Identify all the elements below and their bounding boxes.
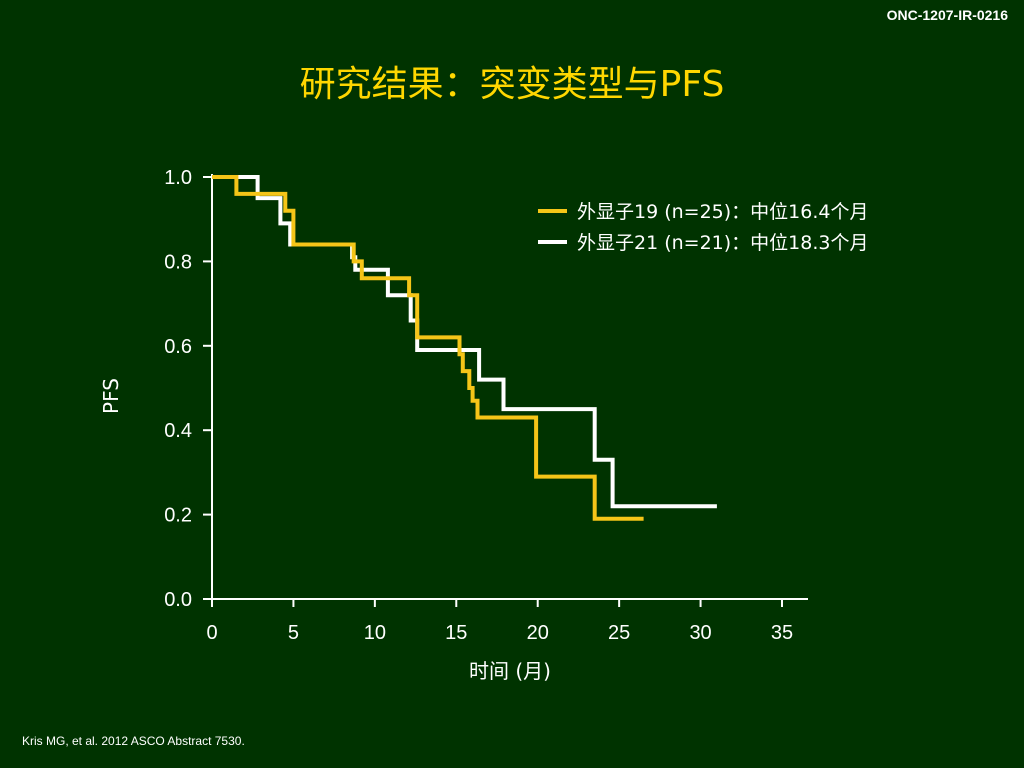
series-exon21-line <box>212 175 717 509</box>
citation: Kris MG, et al. 2012 ASCO Abstract 7530. <box>22 734 245 748</box>
x-tick-label: 30 <box>689 622 711 644</box>
x-tick-label: 35 <box>771 622 793 644</box>
legend-label-exon21: 外显子21 (n=21)：中位18.3个月 <box>577 232 869 254</box>
y-tick-label: 0.6 <box>164 336 192 358</box>
x-tick-label: 0 <box>206 622 217 644</box>
chart-axes: 0.0 0.2 0.4 0.6 0.8 1.0 0 5 10 15 20 25 30 35 时间 (月) PF… <box>99 167 808 683</box>
x-tick-label: 15 <box>445 622 467 644</box>
legend-label-exon19: 外显子19 (n=25)：中位16.4个月 <box>577 201 869 223</box>
y-tick-label: 1.0 <box>164 167 192 189</box>
x-tick-label: 10 <box>364 622 386 644</box>
y-tick-label: 0.4 <box>164 420 192 442</box>
slide-code: ONC-1207-IR-0216 <box>886 7 1008 23</box>
x-tick-label: 20 <box>527 622 549 644</box>
x-tick-label: 25 <box>608 622 630 644</box>
x-tick-label: 5 <box>288 622 299 644</box>
y-axis-title: PFS <box>99 378 123 414</box>
y-tick-label: 0.0 <box>164 589 192 611</box>
series-exon19-line <box>212 175 644 521</box>
slide-title: 研究结果：突变类型与PFS <box>299 64 725 105</box>
chart-series <box>212 175 717 521</box>
y-tick-label: 0.2 <box>164 505 192 527</box>
y-tick-label: 0.8 <box>164 251 192 273</box>
x-axis-title: 时间 (月) <box>469 659 551 683</box>
